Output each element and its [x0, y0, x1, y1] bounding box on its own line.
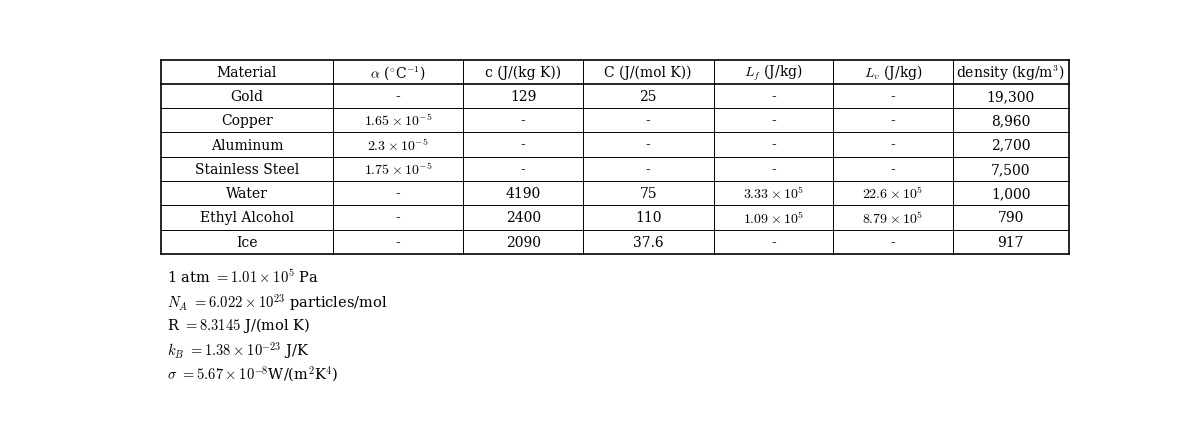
Text: $L_f$ (J/kg): $L_f$ (J/kg) [744, 62, 803, 82]
Text: $\sigma$ $= 5.67 \times 10^{-8}$W/(m$^2$K$^4$): $\sigma$ $= 5.67 \times 10^{-8}$W/(m$^2$… [167, 364, 338, 383]
Text: R $= 8.3145$ J/(mol K): R $= 8.3145$ J/(mol K) [167, 316, 310, 335]
Text: 129: 129 [510, 90, 536, 104]
Text: -: - [396, 211, 401, 225]
Text: $2.3\times10^{-5}$: $2.3\times10^{-5}$ [367, 137, 428, 153]
Text: 4190: 4190 [505, 187, 541, 201]
Text: $3.33\times10^{5}$: $3.33\times10^{5}$ [743, 186, 804, 202]
Text: Copper: Copper [221, 114, 272, 128]
Text: -: - [521, 114, 526, 128]
Text: -: - [890, 90, 895, 104]
Text: c (J/(kg K)): c (J/(kg K)) [485, 66, 562, 80]
Text: $L_v$ (J/kg): $L_v$ (J/kg) [864, 63, 922, 82]
Text: 2400: 2400 [505, 211, 541, 225]
Text: 19,300: 19,300 [986, 90, 1034, 104]
Text: -: - [646, 138, 650, 152]
Text: $8.79\times10^{5}$: $8.79\times10^{5}$ [863, 210, 924, 226]
Text: $22.6\times10^{5}$: $22.6\times10^{5}$ [863, 186, 924, 202]
Text: $\alpha$ ($^{\circ}$C$^{-1}$): $\alpha$ ($^{\circ}$C$^{-1}$) [370, 64, 426, 81]
Text: -: - [396, 90, 401, 104]
Text: 917: 917 [997, 235, 1024, 249]
Text: $k_B$ $= 1.38\times10^{-23}$ J/K: $k_B$ $= 1.38\times10^{-23}$ J/K [167, 340, 310, 361]
Text: -: - [890, 235, 895, 249]
Text: $1.65\times10^{-5}$: $1.65\times10^{-5}$ [364, 113, 432, 129]
Text: -: - [890, 138, 895, 152]
Text: 790: 790 [997, 211, 1024, 225]
Text: -: - [646, 162, 650, 177]
Text: density (kg/m$^3$): density (kg/m$^3$) [956, 63, 1066, 82]
Text: -: - [396, 235, 401, 249]
Text: Ice: Ice [236, 235, 258, 249]
Text: -: - [646, 114, 650, 128]
Text: C (J/(mol K)): C (J/(mol K)) [605, 66, 692, 80]
Text: 110: 110 [635, 211, 661, 225]
Text: 1,000: 1,000 [991, 187, 1031, 201]
Text: -: - [770, 235, 775, 249]
Text: -: - [770, 114, 775, 128]
Text: -: - [770, 138, 775, 152]
Text: -: - [770, 162, 775, 177]
Text: 37.6: 37.6 [632, 235, 664, 249]
Text: 8,960: 8,960 [991, 114, 1031, 128]
Text: 2,700: 2,700 [991, 138, 1031, 152]
Text: 25: 25 [640, 90, 656, 104]
Text: 1 atm $= 1.01\times10^5$ Pa: 1 atm $= 1.01\times10^5$ Pa [167, 268, 319, 285]
Text: 75: 75 [640, 187, 658, 201]
Text: Gold: Gold [230, 90, 264, 104]
Text: Material: Material [217, 66, 277, 79]
Text: $N_A$ $= 6.022\times10^{23}$ particles/mol: $N_A$ $= 6.022\times10^{23}$ particles/m… [167, 292, 388, 312]
Text: -: - [770, 90, 775, 104]
Text: Ethyl Alcohol: Ethyl Alcohol [200, 211, 294, 225]
Text: -: - [890, 114, 895, 128]
Text: -: - [396, 187, 401, 201]
Text: -: - [890, 162, 895, 177]
Text: $1.09\times10^{5}$: $1.09\times10^{5}$ [743, 210, 804, 226]
Text: Aluminum: Aluminum [211, 138, 283, 152]
Text: Stainless Steel: Stainless Steel [194, 162, 299, 177]
Text: -: - [521, 138, 526, 152]
Text: 7,500: 7,500 [991, 162, 1031, 177]
Text: Water: Water [226, 187, 268, 201]
Text: -: - [521, 162, 526, 177]
Text: $1.75\times10^{-5}$: $1.75\times10^{-5}$ [364, 161, 432, 178]
Text: 2090: 2090 [505, 235, 541, 249]
